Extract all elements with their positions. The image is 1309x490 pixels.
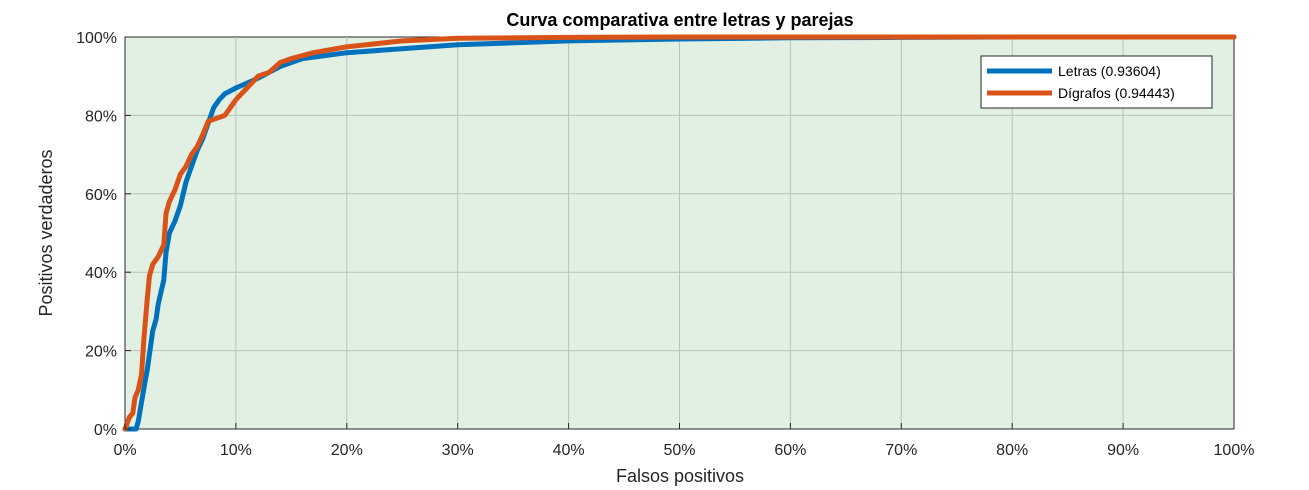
y-axis-label: Positivos verdaderos	[36, 149, 56, 316]
x-tick-label: 10%	[220, 442, 252, 459]
x-tick-label: 40%	[553, 442, 585, 459]
x-tick-label: 30%	[442, 442, 474, 459]
chart-title: Curva comparativa entre letras y parejas	[506, 10, 853, 30]
y-tick-label: 80%	[85, 108, 117, 125]
y-tick-label: 20%	[85, 344, 117, 361]
x-tick-label: 70%	[885, 442, 917, 459]
y-tick-label: 0%	[94, 422, 117, 439]
series-group	[122, 34, 1237, 432]
series-line-digrafos	[122, 34, 1237, 432]
x-tick-label: 50%	[663, 442, 695, 459]
legend-label-letras: Letras (0.93604)	[1058, 63, 1161, 79]
y-tick-label: 40%	[85, 265, 117, 282]
legend-box	[980, 55, 1213, 109]
legend: Letras (0.93604) Dígrafos (0.94443)	[980, 55, 1213, 109]
x-tick-label: 80%	[996, 442, 1028, 459]
y-tick-label: 60%	[85, 187, 117, 204]
legend-label-digrafos: Dígrafos (0.94443)	[1058, 85, 1175, 101]
y-tick-label: 100%	[76, 30, 117, 47]
x-axis-label: Falsos positivos	[616, 466, 744, 486]
x-tick-label: 0%	[113, 442, 136, 459]
x-tick-label: 20%	[331, 442, 363, 459]
x-tick-label: 60%	[774, 442, 806, 459]
x-tick-label: 100%	[1214, 442, 1255, 459]
tick-labels: 0% 10% 20% 30% 40% 50% 60% 70% 80% 90% 100% 0% 20% 40…	[76, 30, 1254, 459]
x-tick-label: 90%	[1107, 442, 1139, 459]
